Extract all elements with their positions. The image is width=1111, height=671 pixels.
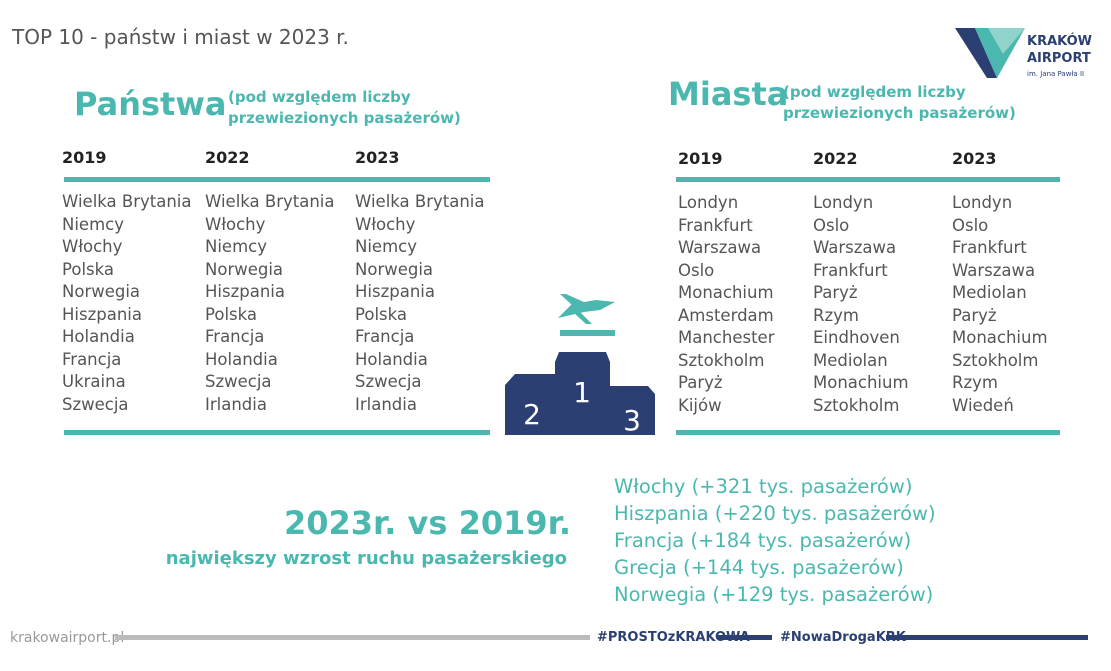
rank-item: Sztokholm bbox=[813, 395, 900, 415]
rank-item: Monachium bbox=[813, 373, 909, 392]
section-title: Państwa bbox=[74, 85, 227, 123]
rank-item: Manchester bbox=[678, 328, 775, 347]
logo-text: KRAKÓW bbox=[1027, 33, 1092, 49]
rank-item: Frankfurt bbox=[952, 238, 1027, 257]
rank-item: Szwecja bbox=[205, 372, 272, 391]
footer-bar bbox=[115, 635, 590, 640]
section-subtitle: przewiezionych pasażerów) bbox=[783, 104, 1016, 122]
rank-item: Irlandia bbox=[205, 394, 267, 414]
rank-item: Amsterdam bbox=[678, 305, 774, 325]
rank-item: Mediolan bbox=[813, 350, 888, 370]
rank-item: Francja bbox=[62, 349, 122, 369]
rank-item: Oslo bbox=[952, 215, 989, 235]
footer-bar bbox=[718, 635, 772, 640]
rank-item: Holandia bbox=[205, 349, 278, 369]
divider bbox=[64, 177, 490, 182]
comparison-subtitle: największy wzrost ruchu pasażerskiego bbox=[165, 548, 567, 569]
divider bbox=[676, 177, 1060, 182]
rank-item: Francja bbox=[355, 327, 415, 346]
divider bbox=[64, 430, 490, 435]
year-header: 2022 bbox=[813, 149, 858, 168]
rank-item: Irlandia bbox=[355, 394, 417, 414]
rank-item: Polska bbox=[355, 304, 408, 324]
rank-item: Monachium bbox=[678, 283, 774, 302]
footer-tag: #PROSTOzKRAKOWA bbox=[597, 630, 750, 645]
growth-item: Francja (+184 tys. pasażerów) bbox=[614, 529, 912, 552]
rank-item: Warszawa bbox=[813, 238, 897, 257]
rank-item: Polska bbox=[62, 259, 115, 279]
growth-item: Hiszpania (+220 tys. pasażerów) bbox=[614, 502, 936, 525]
rank-item: Holandia bbox=[355, 349, 428, 369]
growth-item: Włochy (+321 tys. pasażerów) bbox=[614, 475, 913, 498]
rank-item: Norwegia bbox=[355, 259, 434, 279]
rank-item: Londyn bbox=[952, 193, 1013, 212]
rank-item: Eindhoven bbox=[813, 328, 900, 347]
rank-item: Oslo bbox=[813, 215, 850, 235]
rank-item: Hiszpania bbox=[355, 282, 435, 301]
rank-item: Sztokholm bbox=[678, 350, 765, 370]
footer-site: krakowairport.pl bbox=[10, 630, 125, 646]
year-header: 2023 bbox=[952, 149, 997, 168]
rank-item: Paryż bbox=[678, 373, 723, 392]
rank-item: Londyn bbox=[678, 193, 739, 212]
title: TOP 10 - państw i miast w 2023 r. bbox=[12, 25, 349, 49]
rank-item: Rzym bbox=[813, 305, 859, 325]
rank-item: Wielka Brytania bbox=[62, 192, 192, 211]
section-title: Miasta bbox=[668, 75, 789, 113]
rank-item: Warszawa bbox=[952, 260, 1036, 280]
rank-item: Rzym bbox=[952, 373, 998, 392]
section-subtitle: (pod względem liczby bbox=[228, 88, 411, 106]
rank-item: Wiedeń bbox=[952, 395, 1014, 415]
divider bbox=[676, 430, 1060, 435]
footer-bar bbox=[886, 635, 1088, 640]
rank-item: Paryż bbox=[952, 305, 997, 325]
rank-item: Oslo bbox=[678, 260, 715, 280]
year-header: 2019 bbox=[678, 149, 723, 168]
rank-item: Holandia bbox=[62, 327, 135, 346]
rank-item: Hiszpania bbox=[62, 304, 142, 324]
section-subtitle: przewiezionych pasażerów) bbox=[228, 109, 461, 127]
rank-item: Kijów bbox=[678, 395, 722, 415]
rank-item: Szwecja bbox=[62, 394, 129, 414]
rank-item: Norwegia bbox=[205, 259, 284, 279]
rank-item: Hiszpania bbox=[205, 282, 285, 301]
rank-item: Frankfurt bbox=[678, 215, 753, 235]
rank-item: Ukraina bbox=[62, 372, 126, 391]
year-header: 2022 bbox=[205, 148, 250, 167]
rank-item: Włochy bbox=[205, 214, 266, 234]
growth-item: Norwegia (+129 tys. pasażerów) bbox=[614, 583, 934, 606]
podium-number: 2 bbox=[523, 398, 541, 431]
rank-item: Wielka Brytania bbox=[355, 192, 485, 211]
comparison-title: 2023r. vs 2019r. bbox=[283, 504, 571, 542]
rank-item: Sztokholm bbox=[952, 350, 1039, 370]
rank-item: Londyn bbox=[813, 193, 874, 212]
rank-item: Polska bbox=[205, 304, 258, 324]
rank-item: Francja bbox=[205, 327, 265, 346]
rank-item: Wielka Brytania bbox=[205, 192, 335, 211]
rank-item: Niemcy bbox=[355, 237, 417, 256]
footer-tag: #NowaDrogaKRK bbox=[780, 630, 906, 645]
podium-number: 1 bbox=[573, 376, 591, 409]
podium: 1 2 3 bbox=[505, 294, 655, 437]
year-header: 2019 bbox=[62, 148, 107, 167]
rank-item: Szwecja bbox=[355, 372, 422, 391]
section-subtitle: (pod względem liczby bbox=[783, 83, 966, 101]
rank-item: Paryż bbox=[813, 283, 858, 302]
rank-item: Włochy bbox=[62, 237, 123, 256]
year-header: 2023 bbox=[355, 148, 400, 167]
logo-text: im. Jana Pawła II bbox=[1027, 70, 1084, 78]
rank-item: Warszawa bbox=[678, 238, 762, 257]
growth-item: Grecja (+144 tys. pasażerów) bbox=[614, 556, 904, 579]
rank-item: Frankfurt bbox=[813, 260, 888, 280]
rank-item: Niemcy bbox=[205, 237, 267, 256]
logo: KRAKÓW AIRPORT im. Jana Pawła II bbox=[955, 28, 1092, 78]
rank-item: Włochy bbox=[355, 214, 416, 234]
rank-item: Norwegia bbox=[62, 282, 141, 301]
rank-item: Mediolan bbox=[952, 283, 1027, 302]
rank-item: Niemcy bbox=[62, 214, 124, 234]
rank-item: Monachium bbox=[952, 328, 1048, 347]
podium-number: 3 bbox=[623, 404, 641, 437]
logo-text: AIRPORT bbox=[1027, 51, 1091, 66]
